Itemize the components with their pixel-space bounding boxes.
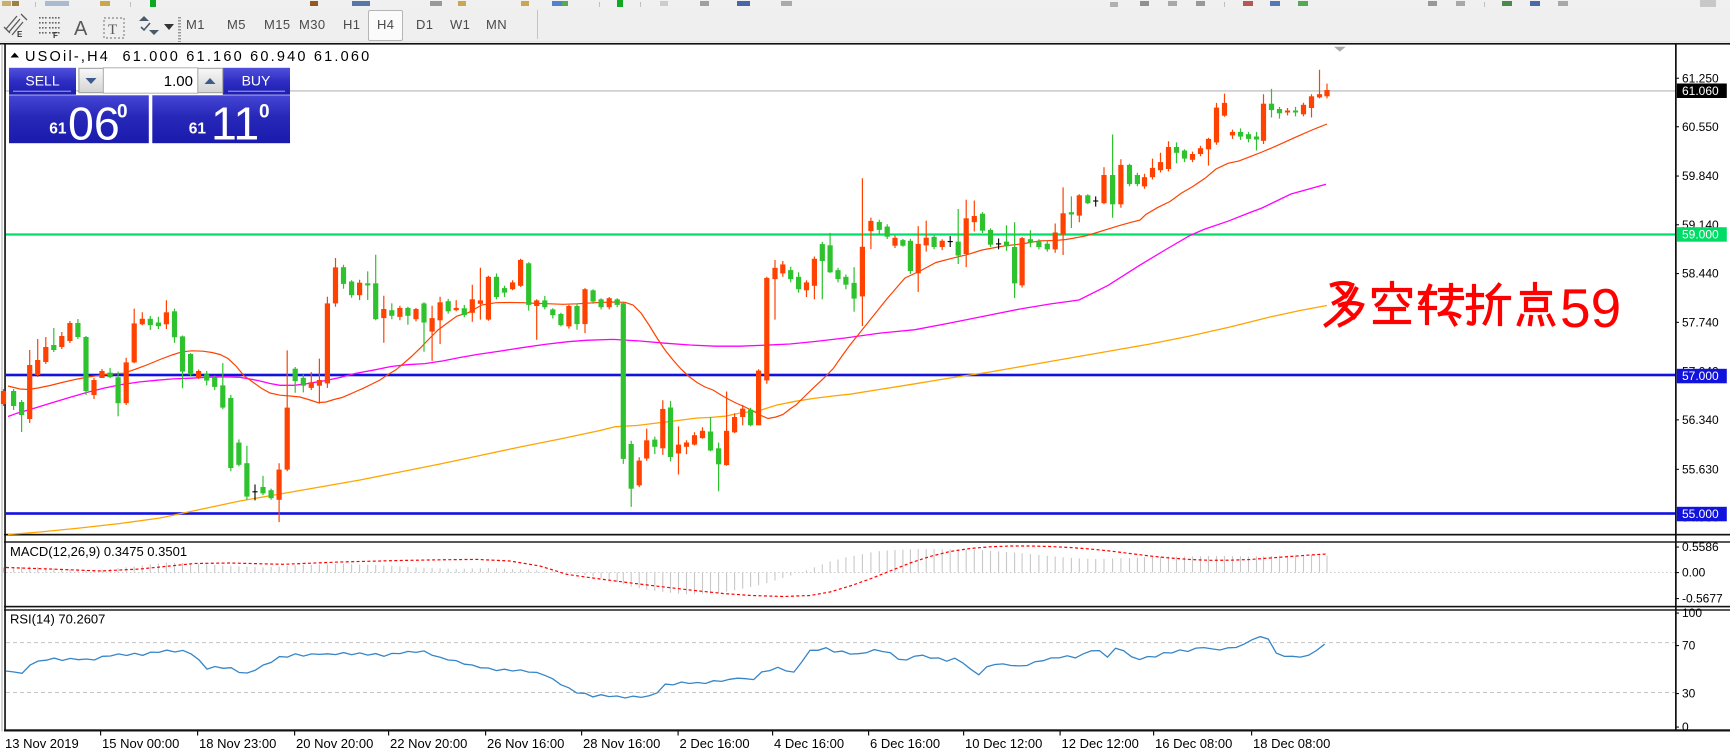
svg-text:6 Dec 16:00: 6 Dec 16:00	[870, 736, 940, 751]
svg-text:1.00: 1.00	[164, 73, 193, 90]
svg-text:0: 0	[1682, 720, 1689, 734]
svg-text:4 Dec 16:00: 4 Dec 16:00	[774, 736, 844, 751]
svg-text:-0.5677: -0.5677	[1682, 592, 1723, 606]
svg-text:11: 11	[211, 98, 259, 150]
svg-text:58.440: 58.440	[1682, 267, 1719, 281]
svg-text:A: A	[74, 18, 88, 40]
svg-text:E: E	[17, 30, 23, 39]
svg-text:55.000: 55.000	[1682, 507, 1719, 521]
svg-text:61.250: 61.250	[1682, 71, 1719, 85]
svg-text:12 Dec 12:00: 12 Dec 12:00	[1062, 736, 1139, 751]
svg-text:15 Nov 00:00: 15 Nov 00:00	[102, 736, 179, 751]
svg-text:USOil-,H4 61.000 61.160 60.94: USOil-,H4 61.000 61.160 60.940 61.060	[25, 49, 371, 65]
svg-text:0.00: 0.00	[1682, 566, 1706, 580]
svg-text:10 Dec 12:00: 10 Dec 12:00	[965, 736, 1042, 751]
svg-text:18 Dec 08:00: 18 Dec 08:00	[1253, 736, 1330, 751]
svg-text:18 Nov 23:00: 18 Nov 23:00	[199, 736, 276, 751]
svg-text:26 Nov 16:00: 26 Nov 16:00	[487, 736, 564, 751]
svg-text:2 Dec 16:00: 2 Dec 16:00	[680, 736, 750, 751]
svg-text:56.340: 56.340	[1682, 413, 1719, 427]
svg-text:F: F	[53, 31, 58, 40]
svg-text:RSI(14) 70.2607: RSI(14) 70.2607	[10, 612, 105, 627]
svg-text:57.740: 57.740	[1682, 316, 1719, 330]
svg-text:0: 0	[259, 102, 270, 123]
svg-text:61: 61	[189, 121, 207, 138]
svg-text:SELL: SELL	[25, 73, 59, 89]
svg-text:70: 70	[1682, 639, 1696, 653]
svg-text:22 Nov 20:00: 22 Nov 20:00	[390, 736, 467, 751]
svg-text:0: 0	[117, 102, 128, 123]
svg-text:06: 06	[68, 98, 120, 150]
svg-text:59: 59	[1560, 277, 1621, 339]
svg-text:T: T	[108, 22, 117, 38]
svg-text:61: 61	[49, 121, 67, 138]
svg-text:MACD(12,26,9) 0.3475 0.3501: MACD(12,26,9) 0.3475 0.3501	[10, 544, 187, 559]
svg-text:59.000: 59.000	[1682, 228, 1719, 242]
svg-text:57.000: 57.000	[1682, 369, 1719, 383]
svg-text:0.5586: 0.5586	[1682, 540, 1719, 554]
svg-text:28 Nov 16:00: 28 Nov 16:00	[583, 736, 660, 751]
svg-text:16 Dec 08:00: 16 Dec 08:00	[1155, 736, 1232, 751]
svg-text:30: 30	[1682, 687, 1696, 701]
svg-text:13 Nov 2019: 13 Nov 2019	[5, 736, 79, 751]
svg-text:60.550: 60.550	[1682, 120, 1719, 134]
svg-text:61.060: 61.060	[1682, 84, 1719, 98]
svg-text:55.630: 55.630	[1682, 463, 1719, 477]
svg-text:BUY: BUY	[242, 73, 271, 89]
svg-text:20 Nov 20:00: 20 Nov 20:00	[296, 736, 373, 751]
svg-text:100: 100	[1682, 606, 1702, 620]
svg-text:59.840: 59.840	[1682, 169, 1719, 183]
